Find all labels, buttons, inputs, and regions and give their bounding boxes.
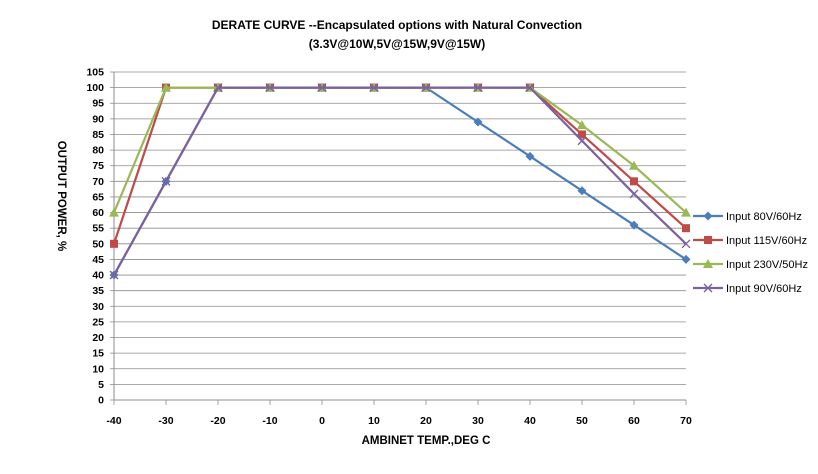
y-tick-label: 0 xyxy=(98,395,104,407)
y-tick-label: 55 xyxy=(92,223,104,235)
data-point-marker xyxy=(369,83,379,93)
data-point-marker xyxy=(703,283,713,293)
legend-label: Input 80V/60Hz xyxy=(726,211,802,223)
data-point-marker xyxy=(577,120,587,130)
data-point-marker xyxy=(681,254,691,264)
data-point-marker xyxy=(577,186,587,196)
data-point-marker xyxy=(109,270,119,280)
x-tick-label: 20 xyxy=(420,415,432,427)
x-tick-label: 60 xyxy=(628,415,640,427)
data-point-marker xyxy=(578,130,586,139)
legend-entry: Input 230V/50Hz xyxy=(693,259,808,271)
x-tick-label: 70 xyxy=(680,415,692,427)
y-tick-label: 35 xyxy=(92,285,104,297)
data-point-marker xyxy=(525,151,535,161)
data-point-marker xyxy=(629,220,639,230)
y-tick-labels: 0 5 10 15 20 25 30 35 40 45 50 55 60 65 70 75 80 85 90 95 10… xyxy=(86,67,104,407)
y-tick-label: 45 xyxy=(92,254,104,266)
data-point-marker xyxy=(704,236,712,244)
y-tick-label: 30 xyxy=(92,301,104,313)
data-point-marker xyxy=(421,83,431,93)
y-tick-label: 50 xyxy=(92,238,104,250)
data-point-marker xyxy=(703,211,713,221)
data-point-marker xyxy=(109,207,119,217)
x-tick-label: 10 xyxy=(368,415,380,427)
data-point-marker xyxy=(473,83,483,93)
x-tick-label: -40 xyxy=(106,415,121,427)
x-tick-labels: -40 -30 -20 -10 0 10 20 30 40 50 60 70 xyxy=(106,415,692,427)
chart-title: DERATE CURVE --Encapsulated options with… xyxy=(212,18,582,32)
series-line xyxy=(109,83,691,280)
legend-label: Input 115V/60Hz xyxy=(726,235,807,247)
x-tick-label: -10 xyxy=(262,415,277,427)
data-point-marker xyxy=(213,83,223,93)
x-tick-label: 50 xyxy=(576,415,588,427)
data-point-marker xyxy=(161,82,171,92)
y-tick-label: 95 xyxy=(92,98,104,110)
y-tick-label: 85 xyxy=(92,129,104,141)
legend-entry: Input 80V/60Hz xyxy=(693,211,802,223)
legend-entry: Input 115V/60Hz xyxy=(693,235,807,247)
data-point-marker xyxy=(682,224,690,233)
data-point-marker xyxy=(681,207,691,217)
data-point-marker xyxy=(161,176,171,186)
legend: Input 80V/60Hz Input 115V/60Hz Input 230V/… xyxy=(693,211,808,295)
legend-entry: Input 90V/60Hz xyxy=(693,283,802,295)
plot-series xyxy=(109,82,691,280)
data-point-marker xyxy=(317,83,327,93)
data-point-marker xyxy=(577,136,587,146)
y-tick-label: 10 xyxy=(92,363,104,375)
data-point-marker xyxy=(629,160,639,170)
legend-label: Input 230V/50Hz xyxy=(726,259,808,271)
y-tick-label: 90 xyxy=(92,113,104,125)
y-tick-label: 40 xyxy=(92,270,104,282)
x-tick-label: 40 xyxy=(524,415,536,427)
y-tick-label: 65 xyxy=(92,191,104,203)
data-point-marker xyxy=(630,177,638,186)
y-tick-label: 20 xyxy=(92,332,104,344)
chart-subtitle: (3.3V@10W,5V@15W,9V@15W) xyxy=(309,37,486,51)
series-path xyxy=(113,86,687,276)
y-tick-label: 105 xyxy=(86,67,104,79)
data-point-marker xyxy=(110,239,118,248)
y-tick-label: 70 xyxy=(92,176,104,188)
data-point-marker xyxy=(473,117,483,127)
x-axis-label: AMBINET TEMP.,DEG C xyxy=(362,435,491,447)
y-tick-label: 75 xyxy=(92,160,104,172)
x-tick-label: -20 xyxy=(210,415,225,427)
legend-label: Input 90V/60Hz xyxy=(726,283,802,295)
axes xyxy=(110,71,687,405)
y-tick-label: 60 xyxy=(92,207,104,219)
y-tick-label: 5 xyxy=(98,379,104,391)
x-tick-label: 0 xyxy=(319,415,325,427)
data-point-marker xyxy=(265,83,275,93)
data-point-marker xyxy=(681,239,691,249)
data-point-marker xyxy=(629,189,639,199)
data-point-marker xyxy=(703,259,713,268)
y-tick-label: 15 xyxy=(92,348,104,360)
x-tick-label: 30 xyxy=(472,415,484,427)
y-tick-label: 100 xyxy=(86,82,104,94)
y-tick-label: 25 xyxy=(92,316,104,328)
y-axis-label: OUTPUT POWER, % xyxy=(55,141,67,252)
data-point-marker xyxy=(525,83,535,93)
x-tick-label: -30 xyxy=(158,415,173,427)
y-tick-label: 80 xyxy=(92,145,104,157)
